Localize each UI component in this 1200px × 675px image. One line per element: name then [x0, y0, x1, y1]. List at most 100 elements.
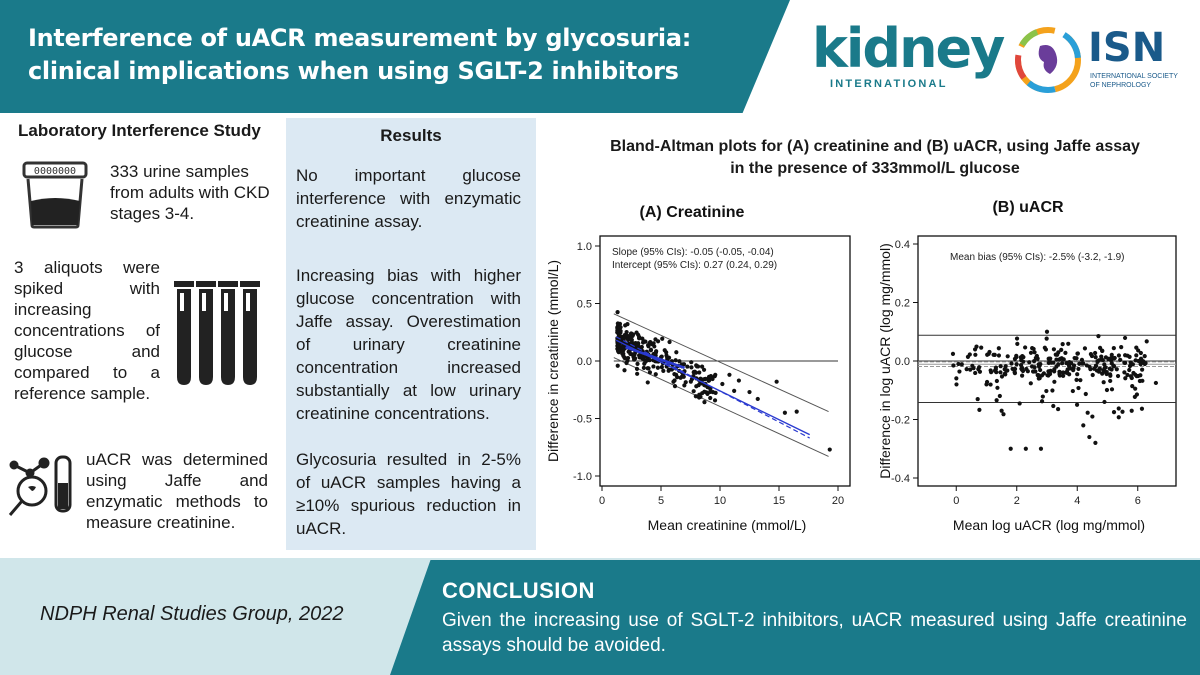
chart-b-point: [996, 353, 1002, 358]
chart-b-point: [1087, 434, 1092, 440]
chart-b-point: [1046, 356, 1051, 361]
chart-b-point: [1014, 362, 1019, 367]
chart-b-point: [1138, 373, 1143, 378]
chart-a-point: [666, 367, 672, 372]
chart-a-point: [630, 333, 635, 338]
chart-a-point: [621, 336, 627, 341]
chart-a-point: [624, 360, 629, 366]
chart-b-point: [1020, 368, 1026, 374]
chart-a-point: [625, 322, 630, 327]
chart-a-point: [685, 364, 690, 369]
kidney-logo-sub: INTERNATIONAL: [830, 78, 948, 90]
chart-b-point: [1066, 341, 1071, 346]
chart-b-point: [1080, 361, 1085, 366]
chart-b-point: [996, 346, 1001, 351]
chart-b-point: [1019, 358, 1024, 363]
chart-a-point: [660, 336, 665, 341]
chart-a-point: [681, 362, 687, 367]
chart-b-point: [1096, 334, 1101, 339]
chart-b-point: [957, 369, 962, 374]
chart-b-point: [999, 408, 1004, 413]
chart-b-point: [1084, 363, 1089, 368]
chart-b-point: [1031, 369, 1036, 374]
chart-b-point: [977, 407, 982, 412]
chart-a-point: [794, 409, 799, 414]
chart-b-point: [1138, 362, 1143, 367]
chart-a-point: [635, 361, 640, 366]
chart-b-point: [1030, 346, 1035, 351]
chart-b-point: [1132, 394, 1137, 400]
chart-a-point: [617, 325, 622, 330]
conclusion-title: CONCLUSION: [442, 578, 595, 603]
chart-a-point: [643, 359, 648, 364]
chart-b-point: [1018, 363, 1024, 368]
chart-a-point: [677, 359, 682, 364]
chart-b-point: [1130, 384, 1135, 389]
chart-b-point: [994, 398, 999, 403]
chart-b-point: [1056, 362, 1061, 367]
chart-b-ylabel: Difference in log uACR (log mg/mmol): [877, 243, 893, 479]
isn-globe-icon: [1015, 27, 1081, 93]
chart-a-point: [755, 396, 760, 402]
chart-b-point: [1109, 387, 1115, 392]
chart-b-point: [974, 344, 979, 349]
chart-a-lower-limit: [613, 357, 829, 457]
chart-b-point: [1068, 366, 1073, 371]
chart-b-point: [1090, 414, 1095, 419]
chart-b-point: [1070, 388, 1075, 394]
chart-b-point: [1122, 360, 1127, 365]
chart-b-point: [1127, 363, 1133, 369]
chart-b-xtick-label: 6: [1135, 495, 1141, 507]
chart-b-point: [1116, 353, 1122, 358]
chart-a-point: [653, 372, 658, 377]
chart-a-creatinine: (A) Creatinine Slope (95% CIs): -0.05 (-…: [545, 204, 851, 533]
chart-a-point: [640, 355, 645, 360]
chart-a-point: [661, 368, 666, 373]
chart-b-point: [1035, 373, 1040, 378]
chart-b-point: [1075, 351, 1080, 356]
chart-a-slope-annotation: Slope (95% CIs): -0.05 (-0.05, -0.04): [612, 247, 774, 258]
chart-b-point: [1083, 391, 1088, 397]
chart-b-point: [1128, 374, 1134, 379]
results-para-1: No important glucose interference with e…: [296, 166, 521, 231]
chart-b-point: [993, 365, 998, 370]
chart-b-point: [1012, 370, 1017, 375]
chart-b-point: [1139, 406, 1145, 411]
chart-a-point: [615, 321, 620, 326]
chart-b-point: [1044, 329, 1050, 334]
chart-b-point: [1055, 406, 1061, 412]
chart-b-point: [1115, 373, 1121, 379]
isn-logo: ISN INTERNATIONAL SOCIETY OF NEPHROLOGY: [1012, 24, 1192, 98]
chart-b-ytick-label: -0.2: [891, 415, 910, 427]
chart-b-point: [975, 396, 980, 402]
chart-b-point: [1074, 356, 1079, 361]
chart-b-point: [1095, 358, 1100, 364]
chart-a-point: [648, 348, 653, 353]
chart-a-point: [699, 364, 705, 369]
chart-b-point: [1042, 345, 1047, 350]
samples-text: 333 urine samples from adults with CKD s…: [110, 162, 270, 223]
chart-b-point: [1078, 378, 1083, 383]
chart-b-point: [1044, 336, 1049, 341]
chart-b-point: [1036, 376, 1041, 381]
chart-b-point: [986, 351, 991, 356]
chart-b-point: [1134, 374, 1139, 379]
chart-b-point: [1028, 381, 1033, 386]
chart-a-fit-line-dashed: [615, 336, 810, 439]
chart-b-point: [1125, 372, 1130, 378]
chart-b-ytick-label: 0.0: [895, 356, 910, 368]
chart-b-point: [1028, 350, 1034, 355]
chart-b-point: [1051, 403, 1056, 409]
chart-b-point: [1063, 350, 1068, 356]
chart-a-point: [727, 372, 732, 377]
chart-a-ytick-label: -1.0: [573, 471, 592, 483]
chart-a-point: [637, 334, 642, 340]
chart-title-line-2: in the presence of 333mmol/L glucose: [730, 160, 1020, 177]
chart-a-point: [674, 350, 679, 355]
chart-b-point: [999, 374, 1005, 379]
chart-b-bias-annotation: Mean bias (95% CIs): -2.5% (-3.2, -1.9): [950, 252, 1125, 263]
chart-b-point: [1085, 410, 1090, 415]
chart-b-point: [1023, 446, 1028, 451]
chart-b-point: [1139, 358, 1144, 363]
chart-b-point: [968, 367, 973, 372]
